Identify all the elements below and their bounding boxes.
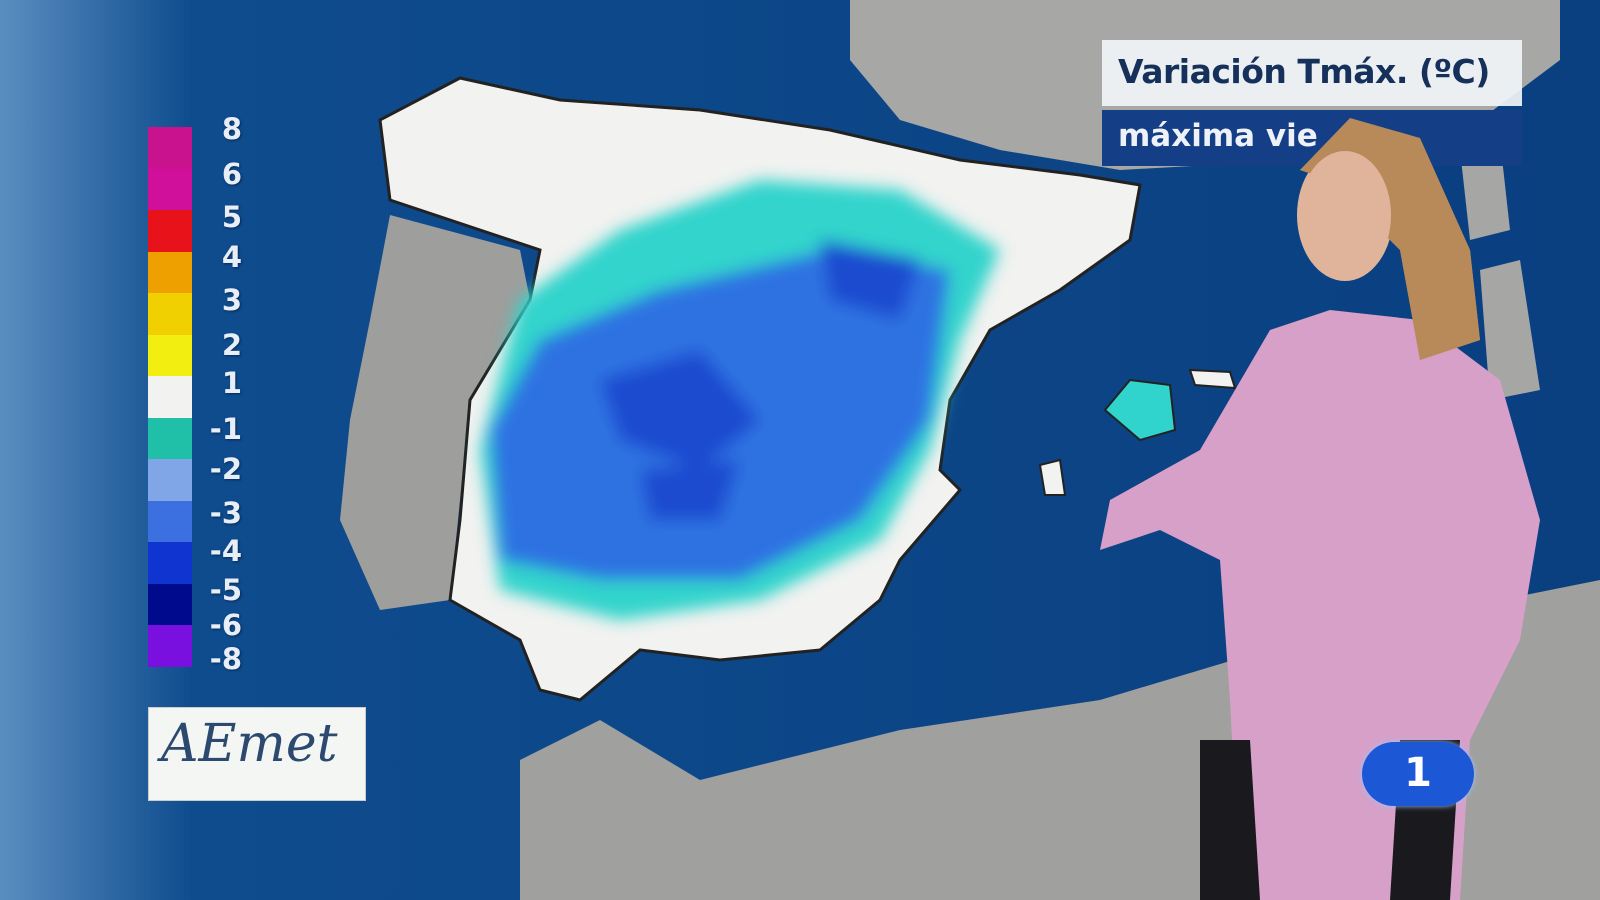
legend-label: 3	[221, 283, 242, 317]
legend-swatch	[148, 542, 192, 584]
legend-label: -4	[209, 534, 242, 568]
legend-label: -1	[209, 412, 242, 446]
legend-swatch	[148, 583, 192, 626]
legend-swatch	[148, 127, 192, 169]
legend-label: -3	[209, 496, 242, 530]
channel-number: 1	[1404, 750, 1432, 796]
legend-label: 1	[221, 366, 242, 400]
channel-logo: 1	[1362, 742, 1474, 806]
legend-label: -8	[209, 642, 242, 676]
legend-label: 6	[221, 157, 242, 191]
legend-swatch	[148, 376, 192, 418]
temperature-field	[480, 180, 1000, 620]
legend-label: 2	[221, 328, 242, 362]
legend-swatch	[148, 334, 192, 377]
subtitle-text: máxima vie	[1118, 118, 1318, 154]
portugal-land	[340, 215, 530, 610]
legend-label: -5	[209, 573, 242, 607]
color-scale-legend	[148, 127, 192, 667]
legend-swatch	[148, 459, 192, 501]
legend-labels: 8 6 5 4 3 2 1 -1 -2 -3 -4 -5 -6 -8	[200, 112, 250, 682]
legend-label: 5	[221, 200, 242, 234]
legend-swatch	[148, 293, 192, 335]
legend-swatch	[148, 210, 192, 252]
legend-swatch	[148, 500, 192, 543]
legend-label: -6	[209, 608, 242, 642]
legend-swatch	[148, 168, 192, 211]
aemet-logo: AEmet	[148, 707, 366, 801]
legend-swatch	[148, 251, 192, 294]
aemet-logo-text: AEmet	[161, 714, 338, 774]
legend-label: 4	[221, 240, 242, 274]
map-subtitle: máxima vie	[1102, 110, 1522, 166]
legend-label: -2	[209, 452, 242, 486]
map-title: Variación Tmáx. (ºC)	[1102, 40, 1522, 106]
legend-swatch	[148, 417, 192, 460]
legend-swatch	[148, 625, 192, 667]
title-text: Variación Tmáx. (ºC)	[1118, 52, 1490, 91]
legend-label: 8	[221, 112, 242, 146]
